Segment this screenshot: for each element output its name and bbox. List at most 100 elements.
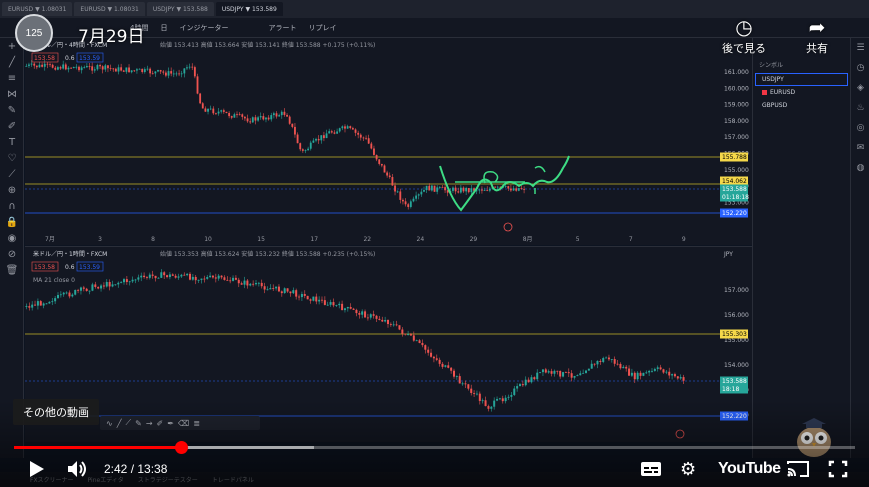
tab-eurusd-1[interactable]: EURUSD ▼ 1.08031 xyxy=(2,2,73,16)
settings-tool-icon[interactable]: ≣ xyxy=(193,418,200,428)
subtitles-button[interactable] xyxy=(640,455,662,483)
replay-circle-icon[interactable] xyxy=(503,222,513,232)
watchlist-item-gbpusd[interactable]: GBPUSD xyxy=(755,99,848,112)
line-tool-icon[interactable]: ╱ xyxy=(116,418,122,428)
horizontal-lines-icon[interactable]: ≡ xyxy=(7,72,17,84)
watchlist-item-eurusd[interactable]: EURUSD xyxy=(755,86,848,99)
settings-button[interactable]: ⚙ xyxy=(680,455,696,483)
ruler-icon[interactable]: ⟋ xyxy=(8,168,16,180)
chart2-candle xyxy=(286,288,289,292)
link-icon[interactable]: ⊘ xyxy=(7,248,17,260)
chart2-candle xyxy=(246,280,249,286)
chart2-candle xyxy=(375,315,378,319)
chart-1h-svg[interactable]: 157.000156.000155.000154.000153.000152.0… xyxy=(25,247,752,442)
crosshair-icon[interactable]: + xyxy=(7,40,17,52)
clock-icon[interactable]: ◷ xyxy=(856,63,865,73)
chart-1h-panel[interactable]: 157.000156.000155.000154.000153.000152.0… xyxy=(25,246,752,442)
fullscreen-icon xyxy=(828,460,848,478)
channel-avatar[interactable]: 125 xyxy=(15,14,53,52)
replay-circle-icon-1h[interactable] xyxy=(675,429,685,439)
indicators-button[interactable]: インジケーター xyxy=(179,23,229,32)
fire-icon[interactable]: ♨ xyxy=(856,103,865,113)
video-title[interactable]: 7月29日 xyxy=(78,27,145,47)
bid-box[interactable] xyxy=(31,52,59,63)
zoom-icon[interactable]: ⊕ xyxy=(7,184,17,196)
chart1-candle xyxy=(230,116,233,118)
trash-icon[interactable]: 🗑 xyxy=(5,264,19,276)
progress-bar[interactable] xyxy=(14,446,855,449)
chart2-candle xyxy=(527,379,530,383)
chart1-candle xyxy=(391,177,394,186)
chart2-candle xyxy=(42,303,45,306)
chart1-candle xyxy=(107,65,109,69)
alert-button[interactable]: アラート xyxy=(268,23,297,32)
chart1-candle xyxy=(199,93,202,104)
watchlist-title: シンボル xyxy=(759,62,784,69)
chart-4h-svg[interactable]: 161.000160.000159.000158.000157.000156.0… xyxy=(25,38,752,245)
chart2-candle xyxy=(496,398,499,401)
layers-icon[interactable]: ◈ xyxy=(857,83,864,93)
player-controls: 2:42 / 13:38 ⚙ YouTube xyxy=(0,455,869,483)
more-videos-button[interactable]: その他の動画 xyxy=(13,399,99,425)
interval-day[interactable]: 日 xyxy=(160,23,168,32)
lock-icon[interactable]: 🔒 xyxy=(5,216,19,228)
chart1-candle xyxy=(157,70,159,72)
flag-icon xyxy=(762,90,767,95)
eye-icon[interactable]: ◉ xyxy=(7,232,17,244)
trend-line-icon[interactable]: ╱ xyxy=(8,56,16,68)
chart1-candle xyxy=(291,123,294,127)
chart2-candle xyxy=(74,289,77,295)
pitchfork-icon[interactable]: ⋈ xyxy=(7,88,17,100)
pen-icon[interactable]: ✐ xyxy=(7,120,17,132)
chart2-candle xyxy=(533,377,536,380)
chart2-candle xyxy=(326,304,329,306)
brush-icon[interactable]: ✎ xyxy=(7,104,17,116)
progress-scrubber[interactable] xyxy=(174,441,188,454)
chart2-candle xyxy=(237,279,240,284)
ray-tool-icon[interactable]: ⟋ xyxy=(125,418,132,427)
chart1-candle xyxy=(452,187,454,191)
chart2-candle xyxy=(28,306,31,308)
tab-usdjpy-active[interactable]: USDJPY ▼ 153.589 xyxy=(215,2,283,16)
tab-eurusd-2[interactable]: EURUSD ▼ 1.08031 xyxy=(74,2,145,16)
magnet-icon[interactable]: ∩ xyxy=(8,200,16,212)
pen-tool-icon[interactable]: ✒ xyxy=(167,418,174,428)
text-icon[interactable]: T xyxy=(8,136,16,148)
bid-box-1h[interactable] xyxy=(31,261,59,272)
chart1-candle xyxy=(436,187,439,192)
fullscreen-button[interactable] xyxy=(828,455,848,483)
watchlist-item-usdjpy[interactable]: USDJPY xyxy=(755,73,848,86)
ask-box-1h[interactable] xyxy=(76,261,104,272)
volume-button[interactable] xyxy=(66,455,90,483)
arrow-tool-icon[interactable]: → xyxy=(145,418,153,428)
chart2-candle xyxy=(31,304,34,308)
chart2-price-tick: 154.000 xyxy=(724,362,749,369)
play-button[interactable] xyxy=(26,455,46,483)
signal-icon[interactable]: ◍ xyxy=(856,163,865,173)
chart1-candle xyxy=(496,186,499,188)
youtube-logo[interactable]: YouTube xyxy=(718,460,781,477)
share-button[interactable]: ➦ 共有 xyxy=(806,14,828,56)
chart2-candle xyxy=(409,334,412,336)
interval-4h[interactable]: 4時間 xyxy=(130,23,149,32)
wave-tool-icon[interactable]: ∿ xyxy=(106,418,113,428)
chart1-candle xyxy=(420,191,423,195)
eraser-tool-icon[interactable]: ⌫ xyxy=(177,418,190,428)
cast-button[interactable] xyxy=(786,455,810,483)
heart-icon[interactable]: ♡ xyxy=(7,152,17,164)
chart1-candle xyxy=(402,199,404,202)
idea-icon[interactable]: ◎ xyxy=(856,123,865,133)
chart2-candle xyxy=(183,274,186,276)
chart2-candle xyxy=(303,293,306,296)
chart2-candle xyxy=(226,279,229,281)
watch-later-button[interactable]: ◷ 後で見る xyxy=(722,14,766,56)
watchlist-icon[interactable]: ☰ xyxy=(856,43,865,53)
tab-usdjpy-1[interactable]: USDJPY ▼ 153.588 xyxy=(146,2,214,16)
marker-tool-icon[interactable]: ✐ xyxy=(156,418,164,428)
brush-tool-icon[interactable]: ✎ xyxy=(135,418,142,428)
chart-4h-panel[interactable]: 161.000160.000159.000158.000157.000156.0… xyxy=(25,38,752,245)
chart1-candle xyxy=(275,113,278,117)
chat-icon[interactable]: ✉ xyxy=(856,143,865,153)
ask-box[interactable] xyxy=(76,52,104,63)
replay-button[interactable]: リプレイ xyxy=(308,23,337,32)
